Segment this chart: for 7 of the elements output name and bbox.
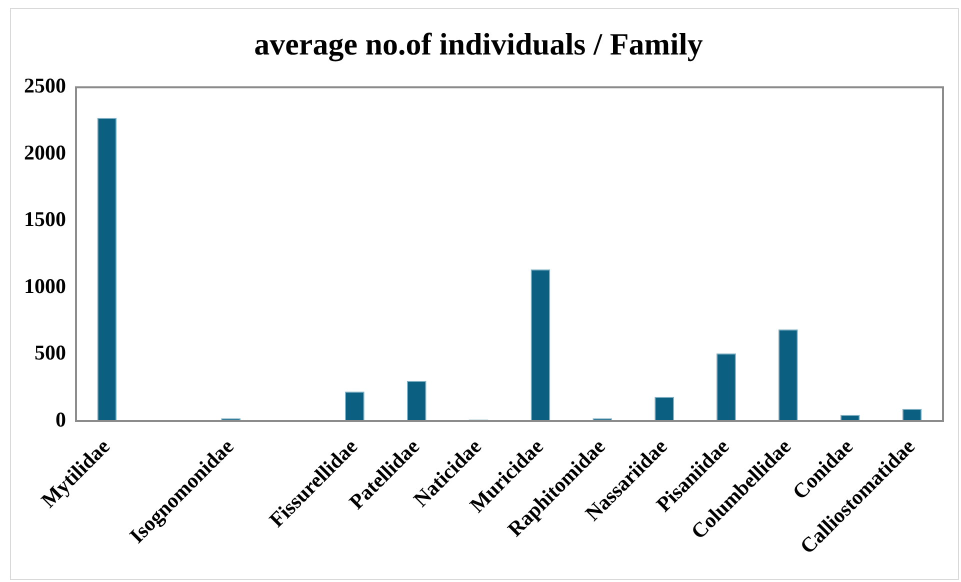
y-tick-label: 2500: [24, 74, 66, 98]
y-tick-label: 2000: [24, 140, 66, 164]
y-tick-label: 0: [56, 407, 66, 432]
y-tick-label: 500: [34, 340, 66, 365]
y-tick-label: 1000: [24, 274, 66, 298]
y-tick-label: 1500: [24, 207, 66, 232]
chart-title: average no.of individuals / Family: [254, 26, 704, 62]
